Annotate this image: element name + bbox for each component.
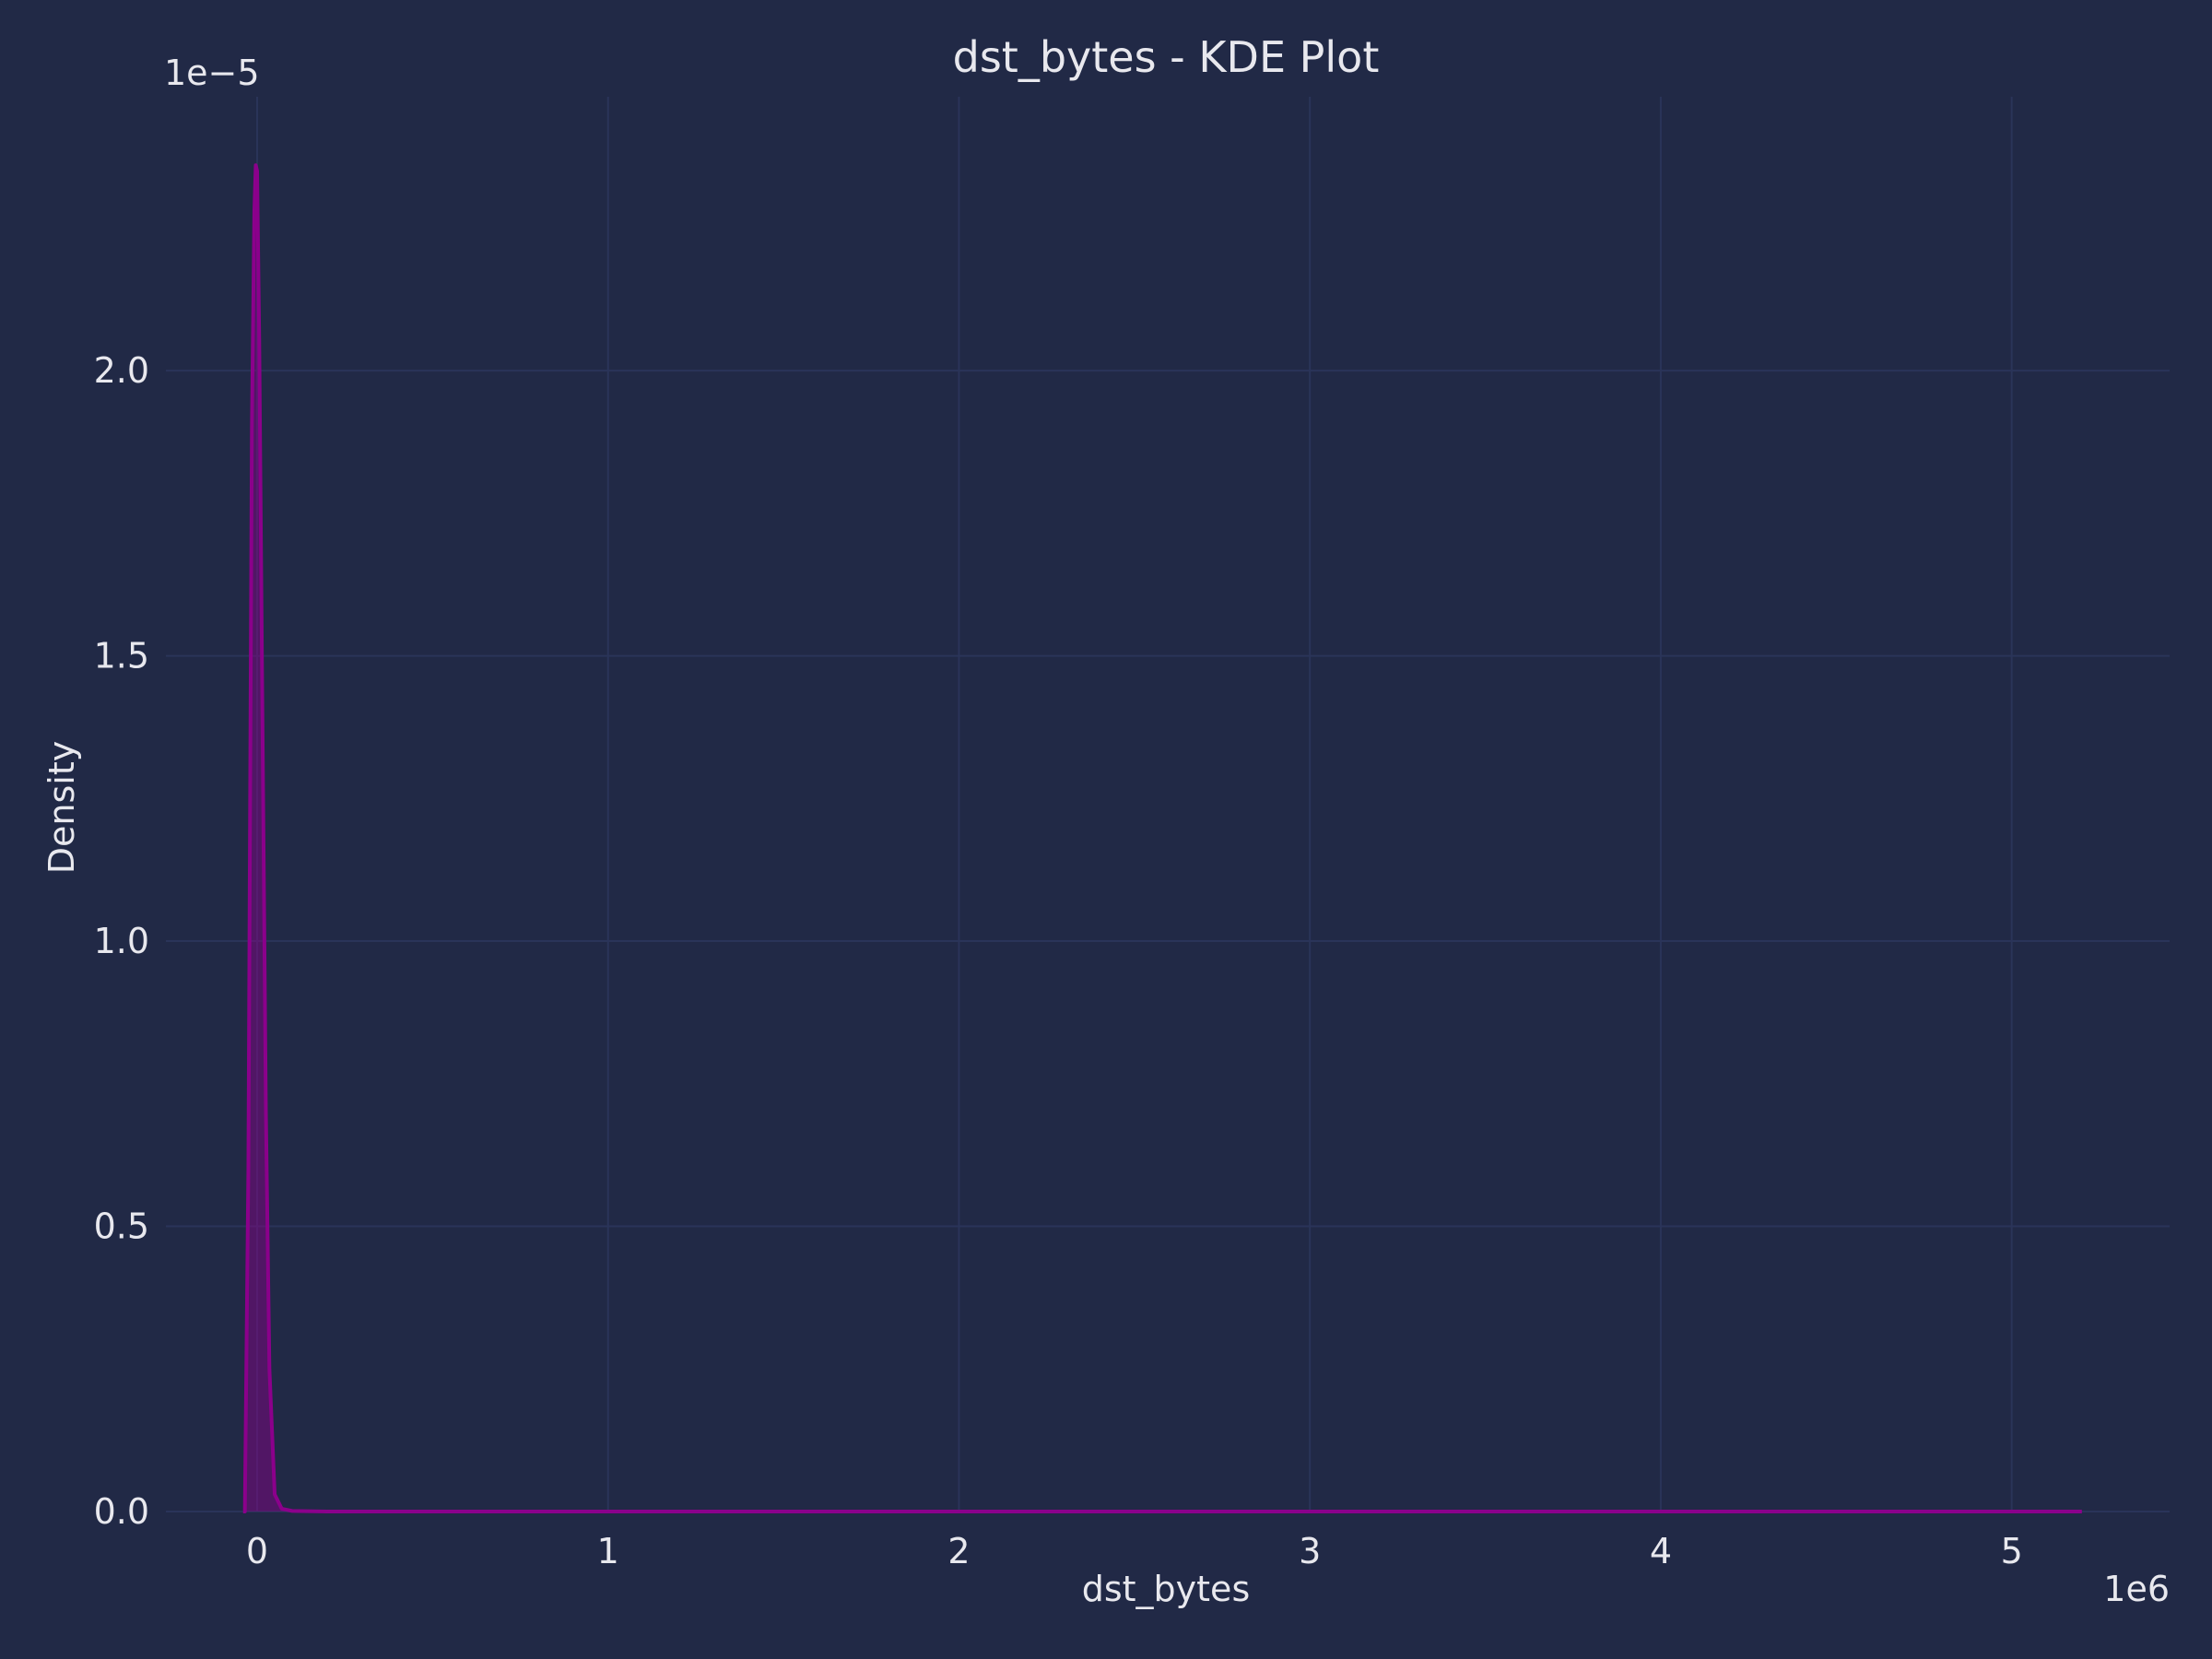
tick-labels: 0 1 2 3 4 5 0.0 0.5 1.0 1.5 2.0 [94, 350, 2023, 1571]
x-tick-label: 1 [597, 1531, 619, 1571]
y-axis-label: Density [41, 741, 82, 874]
y-tick-label: 1.5 [94, 636, 149, 677]
kde-line [242, 163, 2082, 1513]
x-tick-label: 2 [947, 1531, 970, 1571]
x-tick-label: 0 [246, 1531, 268, 1571]
x-axis-offset-label: 1e6 [2103, 1569, 2170, 1609]
x-tick-label: 4 [1650, 1531, 1672, 1571]
x-tick-label: 5 [2001, 1531, 2023, 1571]
x-tick-label: 3 [1299, 1531, 1321, 1571]
y-tick-label: 1.0 [94, 921, 149, 961]
x-axis-label: dst_bytes [1082, 1569, 1251, 1609]
y-axis-offset-label: 1e−5 [164, 53, 260, 93]
y-tick-label: 2.0 [94, 350, 149, 391]
y-tick-label: 0.0 [94, 1491, 149, 1532]
series-layer [242, 163, 2082, 1513]
y-tick-label: 0.5 [94, 1206, 149, 1247]
chart-title: dst_bytes - KDE Plot [953, 32, 1380, 82]
